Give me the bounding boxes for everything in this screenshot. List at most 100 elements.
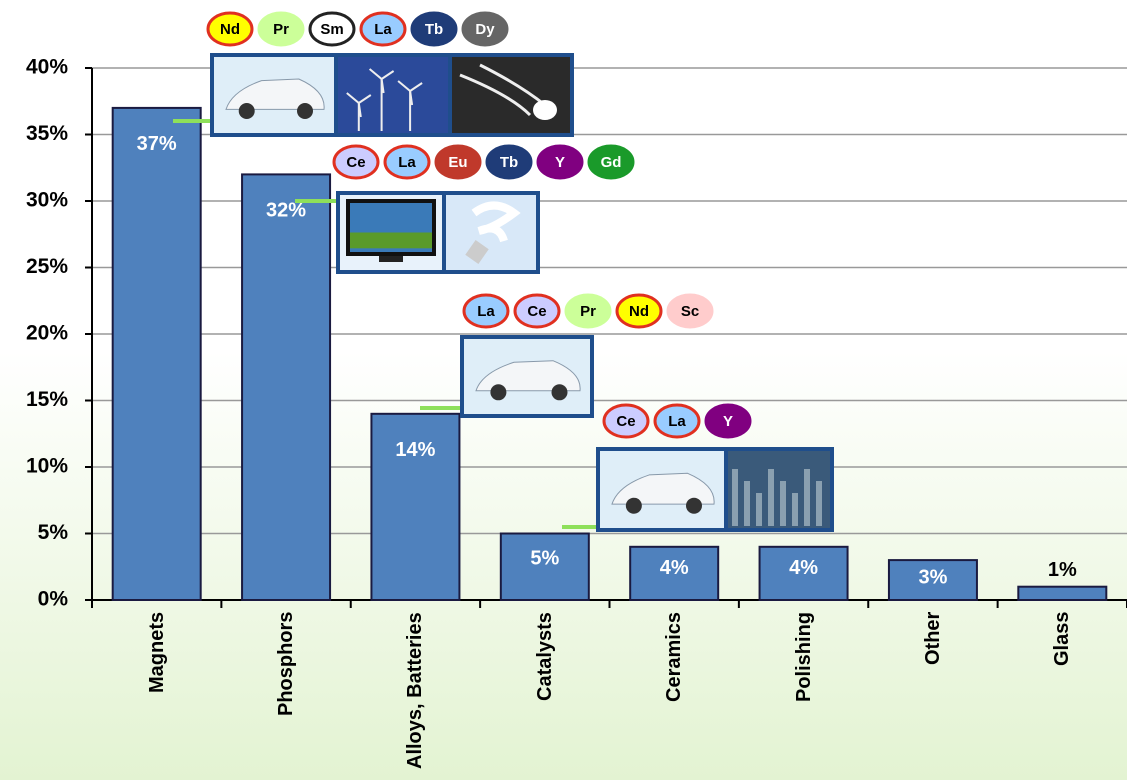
picture-frame [448, 53, 574, 137]
picture [448, 53, 574, 137]
element-badge [587, 144, 635, 180]
tower [756, 493, 762, 526]
element-badge [410, 11, 458, 47]
y-tick-label: 10% [26, 455, 68, 478]
bar [370, 412, 461, 601]
blades [368, 68, 395, 94]
tower [780, 481, 786, 526]
tower [732, 469, 738, 526]
element-badge [383, 144, 431, 180]
x-tick-label: Polishing [792, 612, 815, 702]
value-label: 32% [266, 200, 306, 222]
element-badge [602, 403, 650, 439]
stand [379, 256, 403, 262]
tower [816, 481, 822, 526]
element-label: La [668, 413, 686, 430]
picture [334, 53, 452, 137]
element-badge [332, 144, 380, 180]
value-label: 3% [918, 566, 947, 588]
x-tick-label: Ceramics [663, 612, 686, 703]
wheel [551, 384, 568, 401]
element-badge [704, 403, 752, 439]
picture [336, 191, 446, 274]
bar [887, 559, 978, 601]
element-label: Nd [220, 21, 240, 38]
x-tick-label: Phosphors [275, 612, 298, 717]
blades [397, 80, 423, 106]
bar [111, 106, 202, 602]
element-label: Pr [273, 21, 289, 38]
y-tick-label: 20% [26, 322, 68, 345]
y-tick-label: 25% [26, 255, 68, 278]
bar [758, 545, 849, 601]
element-label: La [477, 303, 495, 320]
value-label: 4% [660, 557, 689, 579]
element-label: Ce [616, 413, 635, 430]
tower [744, 481, 750, 526]
tower [792, 493, 798, 526]
spiral [471, 201, 521, 243]
element-badge [666, 293, 714, 329]
tower [804, 469, 810, 526]
element-label: Sc [681, 303, 699, 320]
element-badge [359, 11, 407, 47]
element-label: Gd [601, 154, 622, 171]
y-tick-label: 40% [26, 56, 68, 79]
element-badge [461, 11, 509, 47]
y-tick-label: 0% [38, 588, 69, 611]
element-label: Y [723, 413, 733, 430]
element-label: Sm [320, 21, 343, 38]
element-label: Dy [475, 21, 495, 38]
picture-frame [334, 53, 452, 137]
picture [596, 447, 728, 532]
x-tick-label: Other [921, 612, 944, 666]
element-badge [536, 144, 584, 180]
x-tick-label: Magnets [145, 612, 168, 694]
value-label: 1% [1048, 559, 1077, 581]
car-body [611, 472, 715, 505]
bar [629, 545, 720, 601]
value-label: 37% [137, 133, 177, 155]
element-label: La [398, 154, 416, 171]
wheel [238, 103, 255, 119]
picture [460, 335, 594, 418]
picture-frame [724, 447, 834, 532]
element-label: Pr [580, 303, 596, 320]
picture [442, 191, 540, 274]
blades [346, 92, 372, 118]
car-body [225, 78, 325, 110]
base [465, 240, 489, 264]
wheel [625, 497, 642, 514]
y-tick-label: 5% [38, 521, 69, 544]
element-badge [206, 11, 254, 47]
x-tick-label: Glass [1051, 612, 1074, 667]
element-badge [513, 293, 561, 329]
wheel [297, 103, 313, 119]
element-badge [462, 293, 510, 329]
value-label: 14% [395, 439, 435, 461]
picture [210, 53, 338, 137]
y-tick-label: 35% [26, 122, 68, 145]
earbud [533, 100, 557, 120]
element-label: Nd [629, 303, 649, 320]
element-label: La [374, 21, 392, 38]
element-badge [485, 144, 533, 180]
element-badge [564, 293, 612, 329]
element-badge [615, 293, 663, 329]
y-tick-label: 30% [26, 189, 68, 212]
value-label: 5% [530, 548, 559, 570]
grass [350, 232, 432, 249]
bar [241, 173, 332, 601]
bar [499, 532, 590, 601]
element-label: Ce [527, 303, 546, 320]
element-label: Eu [448, 154, 467, 171]
wheel [686, 497, 702, 514]
element-label: Tb [500, 154, 518, 171]
element-label: Tb [425, 21, 443, 38]
picture [724, 447, 834, 532]
tower [768, 469, 774, 526]
element-badge [653, 403, 701, 439]
value-label: 4% [789, 557, 818, 579]
